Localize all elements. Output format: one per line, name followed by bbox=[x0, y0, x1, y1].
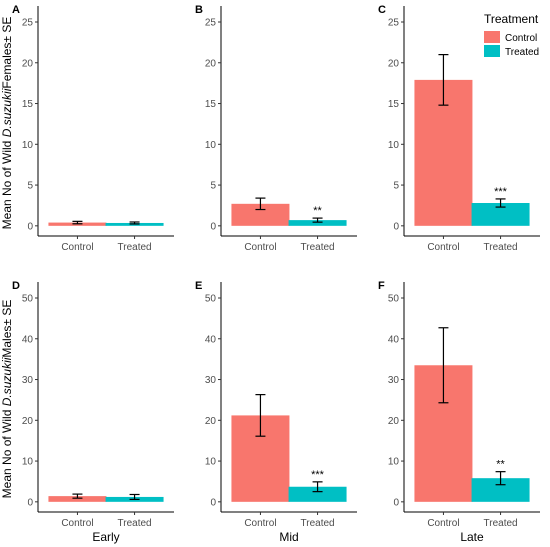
bar-control bbox=[231, 203, 290, 226]
legend-label-control: Control bbox=[505, 33, 537, 44]
y-axis-label-species: D.suzukii bbox=[0, 88, 14, 137]
x-tick-label: Control bbox=[244, 518, 276, 529]
legend-title: Treatment bbox=[484, 12, 539, 26]
x-tick-label: Treated bbox=[118, 242, 152, 253]
y-tick-label: 10 bbox=[205, 457, 217, 468]
y-tick-label: 40 bbox=[205, 334, 217, 345]
y-tick-label: 0 bbox=[210, 221, 216, 232]
x-tick-label: Control bbox=[427, 242, 459, 253]
y-tick-label: 0 bbox=[27, 221, 33, 232]
y-tick-label: 10 bbox=[388, 457, 400, 468]
bar-treated bbox=[288, 220, 347, 226]
panel-label: F bbox=[378, 280, 385, 292]
y-tick-label: 50 bbox=[22, 294, 34, 305]
x-tick-label: Treated bbox=[484, 518, 518, 529]
significance-label: *** bbox=[494, 186, 508, 198]
y-tick-label: 10 bbox=[205, 140, 217, 151]
y-tick-label: 20 bbox=[388, 416, 400, 427]
y-axis-label-females: Mean No of Wild D.suzukiiFemales± SE bbox=[0, 17, 14, 230]
significance-label: ** bbox=[313, 205, 322, 217]
y-tick-label: 40 bbox=[388, 334, 400, 345]
y-tick-label: 30 bbox=[388, 375, 400, 386]
y-tick-label: 10 bbox=[22, 140, 34, 151]
y-tick-label: 15 bbox=[22, 99, 34, 110]
y-tick-label: 15 bbox=[205, 99, 217, 110]
panel-label: B bbox=[195, 4, 203, 16]
x-axis-label-mid: Mid bbox=[279, 530, 298, 544]
panel-label: E bbox=[195, 280, 202, 292]
bar-treated bbox=[471, 203, 530, 226]
x-tick-label: Control bbox=[61, 518, 93, 529]
x-tick-label: Treated bbox=[484, 242, 518, 253]
bar-treated bbox=[288, 486, 347, 502]
y-axis-label-unit: Males± SE bbox=[0, 300, 14, 358]
y-axis-label-unit: Females± SE bbox=[0, 17, 14, 89]
y-axis-label-species: D.suzukii bbox=[0, 357, 14, 406]
x-tick-label: Treated bbox=[301, 518, 335, 529]
significance-label: *** bbox=[311, 469, 325, 481]
y-tick-label: 20 bbox=[205, 416, 217, 427]
panel-b: B 0 5 10 15 20 25 Control ** Treated bbox=[195, 4, 357, 253]
panel-c: C 0 5 10 15 20 25 Control *** Treated bbox=[378, 4, 540, 253]
y-tick-label: 5 bbox=[27, 181, 33, 192]
y-axis-label-males: Mean No of Wild D.suzukiiMales± SE bbox=[0, 300, 14, 499]
y-tick-label: 25 bbox=[205, 18, 217, 29]
legend-swatch-treated bbox=[484, 45, 500, 57]
y-tick-label: 0 bbox=[393, 221, 399, 232]
y-tick-label: 10 bbox=[22, 457, 34, 468]
panel-label: A bbox=[12, 4, 20, 16]
significance-label: ** bbox=[496, 459, 505, 471]
y-tick-label: 20 bbox=[388, 58, 400, 69]
x-tick-label: Control bbox=[427, 518, 459, 529]
panel-label: C bbox=[378, 4, 386, 16]
y-tick-label: 50 bbox=[388, 294, 400, 305]
legend-label-treated: Treated bbox=[505, 47, 539, 58]
panel-a: A 0 5 10 15 20 25 Control Treated bbox=[12, 4, 174, 253]
y-tick-label: 50 bbox=[205, 294, 217, 305]
y-tick-label: 40 bbox=[22, 334, 34, 345]
x-axis-label-late: Late bbox=[460, 530, 484, 544]
y-axis-label-text: Mean No of Wild bbox=[0, 137, 14, 229]
y-tick-label: 0 bbox=[27, 497, 33, 508]
y-tick-label: 5 bbox=[210, 181, 216, 192]
bar-control bbox=[48, 496, 107, 502]
x-tick-label: Treated bbox=[118, 518, 152, 529]
y-tick-label: 30 bbox=[22, 375, 34, 386]
x-tick-label: Control bbox=[244, 242, 276, 253]
x-axis-label-early: Early bbox=[92, 530, 119, 544]
y-tick-label: 5 bbox=[393, 181, 399, 192]
y-axis-label-text: Mean No of Wild bbox=[0, 406, 14, 498]
y-tick-label: 0 bbox=[210, 497, 216, 508]
y-tick-label: 20 bbox=[22, 416, 34, 427]
bar-treated bbox=[471, 478, 530, 502]
y-tick-label: 20 bbox=[22, 58, 34, 69]
y-tick-label: 25 bbox=[388, 18, 400, 29]
y-tick-label: 30 bbox=[205, 375, 217, 386]
legend: Treatment Control Treated bbox=[484, 12, 539, 58]
y-tick-label: 25 bbox=[22, 18, 34, 29]
y-tick-label: 10 bbox=[388, 140, 400, 151]
x-tick-label: Treated bbox=[301, 242, 335, 253]
y-tick-label: 0 bbox=[393, 497, 399, 508]
y-tick-label: 20 bbox=[205, 58, 217, 69]
y-tick-label: 15 bbox=[388, 99, 400, 110]
panel-label: D bbox=[12, 280, 20, 292]
legend-swatch-control bbox=[484, 31, 500, 43]
x-tick-label: Control bbox=[61, 242, 93, 253]
